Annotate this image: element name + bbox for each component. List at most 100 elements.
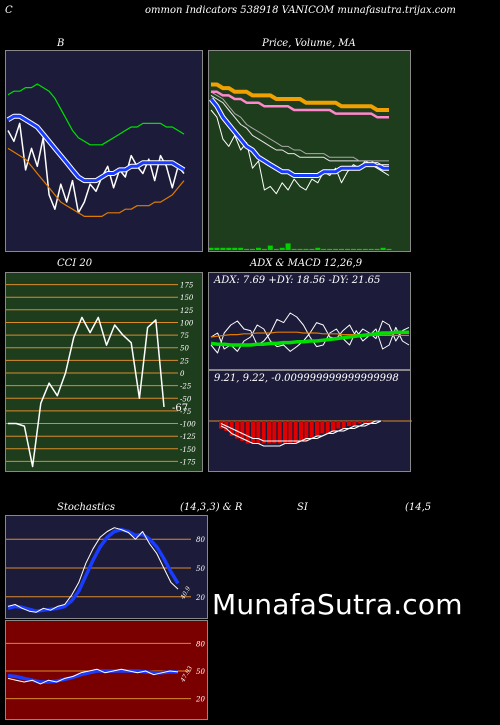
rsi-title: SI (297, 502, 308, 513)
adx-panel (208, 272, 411, 370)
cci-tick-label: -125 (180, 433, 196, 441)
cci-tick-label: 150 (180, 294, 194, 302)
volume-bar (291, 248, 297, 250)
price-series-5 (211, 82, 389, 112)
rsi-series-0 (7, 668, 179, 685)
volume-bar (374, 248, 380, 250)
cci-chart: 175 150 125 100 75 50 25 0 -25 -50 -75 -100 -125 -150… (6, 282, 196, 468)
stoch-level-label: 50 (196, 565, 205, 573)
cci-tick-label: 175 (180, 282, 194, 290)
rsi-level-label: 80 (196, 640, 205, 648)
stoch-end-label: 40.9 (179, 585, 192, 601)
cci-tick-label: -175 (180, 458, 196, 466)
volume-bar (261, 248, 267, 250)
macd-hist-bar (347, 421, 351, 426)
macd-hist-bar (251, 421, 255, 444)
volume-bar (380, 247, 386, 250)
header-left-cut: C (5, 5, 13, 16)
volume-bar (327, 248, 333, 250)
volume-bar (209, 247, 214, 250)
macd-signal-line (220, 420, 382, 442)
macd-hist-bar (357, 421, 362, 424)
volume-bar (309, 248, 315, 250)
macd-hist-bar (219, 421, 223, 429)
page-title: ommon Indicators 538918 VANICOM munafasu… (145, 5, 456, 16)
volume-bar (350, 248, 356, 250)
volume-bar (345, 248, 350, 250)
adx-macd-title: ADX & MACD 12,26,9 (250, 258, 363, 269)
macd-hist-bar (235, 421, 239, 439)
volume-bar (256, 247, 261, 250)
price-series-0 (210, 109, 390, 195)
volume-bar (220, 247, 226, 250)
brand-watermark: MunafaSutra.com (212, 588, 463, 621)
volume-bar (279, 247, 285, 250)
macd-panel (208, 370, 412, 472)
cci-tick-label: -50 (180, 395, 192, 403)
adx-series-0 (210, 312, 410, 354)
bb-series-2 (7, 83, 185, 146)
volume-bar (267, 245, 273, 250)
stochastics-title: Stochastics (57, 502, 115, 513)
macd-hist-bar (267, 421, 271, 444)
stoch-series-0 (7, 527, 179, 613)
rsi-level-label: 50 (196, 668, 205, 676)
stoch-level-label: 20 (195, 594, 205, 602)
volume-bar (214, 247, 220, 250)
macd-hist-bar (331, 421, 335, 431)
volume-bar (244, 248, 250, 250)
macd-hist-bar (352, 421, 357, 426)
bb-series-0 (7, 122, 185, 214)
stochastics-panel: 80 50 20 40.9 (5, 515, 208, 619)
cci-tick-label: -25 (180, 383, 192, 391)
cci-tick-label: 100 (180, 320, 194, 328)
adx-chart (210, 312, 410, 354)
macd-hist-bar (272, 421, 277, 444)
cci-tick-label: -150 (180, 446, 196, 454)
price-chart (209, 82, 392, 250)
cci-title: CCI 20 (57, 258, 93, 269)
macd-hist-bar (261, 421, 266, 444)
macd-hist-bar (240, 421, 245, 441)
macd-hist-bar (245, 421, 250, 444)
bb-series-1 (7, 114, 185, 183)
rsi-params: (14,5 (405, 502, 432, 513)
volume-bar (368, 248, 374, 250)
volume-bar (303, 248, 309, 250)
macd-hist-bar (368, 421, 373, 424)
stoch-series-1 (7, 527, 180, 613)
volume-bar (315, 247, 321, 250)
price-panel (208, 50, 411, 252)
volume-bar (356, 248, 362, 250)
rsi-end-label: 47.93 (179, 665, 194, 684)
bollinger-title: B (57, 38, 65, 49)
volume-bar (285, 243, 291, 250)
price-title: Price, Volume, MA (262, 38, 356, 49)
cci-tick-label: 25 (179, 357, 189, 365)
macd-hist-bar (309, 421, 314, 439)
rsi-chart: 80 50 20 47.93 (6, 640, 205, 704)
cci-tick-label: 125 (180, 307, 194, 315)
rsi-panel: 80 50 20 47.93 (5, 620, 208, 720)
volume-bar (297, 248, 303, 250)
macd-chart (209, 420, 412, 447)
macd-hist-bar (299, 421, 303, 441)
volume-bar (333, 248, 339, 250)
macd-hist-bar (277, 421, 282, 444)
volume-bar (226, 247, 232, 250)
cci-tick-label: 75 (180, 332, 189, 340)
price-series-4 (211, 90, 389, 119)
cci-series (8, 316, 165, 468)
adx-label: ADX: 7.69 +DY: 18.56 -DY: 21.65 (214, 275, 381, 286)
macd-label: 9.21, 9.22, -0.009999999999999998 (214, 373, 399, 384)
bb-series-3 (7, 147, 185, 217)
volume-bar (339, 248, 344, 250)
macd-hist-bar (325, 421, 330, 434)
volume-bar (273, 248, 279, 250)
cci-tick-label: -100 (180, 421, 196, 429)
bollinger-chart (6, 83, 186, 217)
price-series-3 (210, 91, 389, 162)
volume-bar (386, 248, 392, 250)
macd-hist-bar (283, 421, 287, 444)
